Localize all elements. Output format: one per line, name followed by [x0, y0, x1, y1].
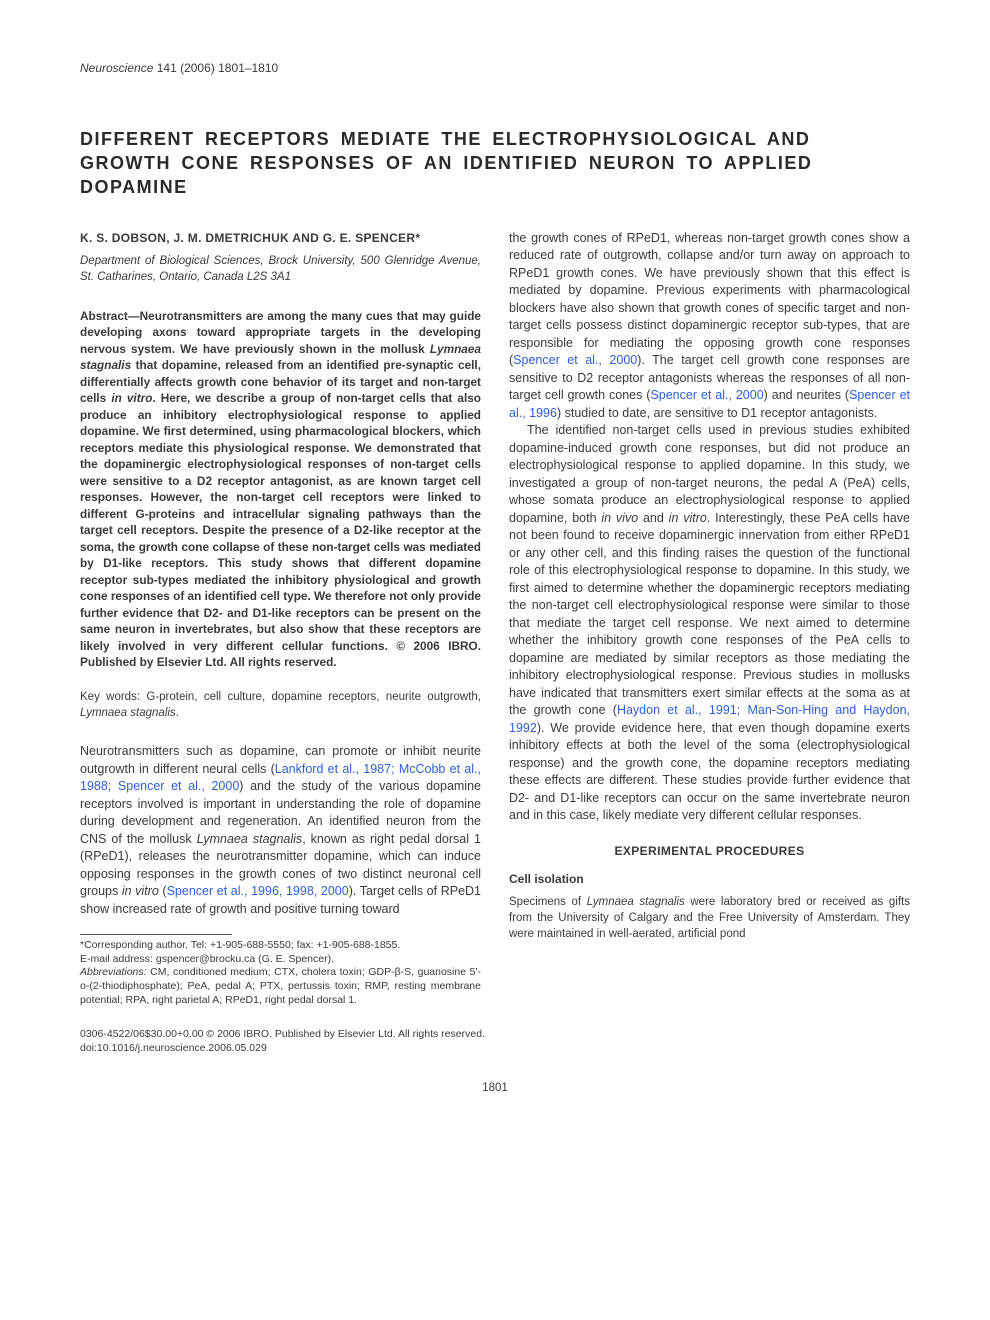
abbr-label: Abbreviations:: [80, 966, 147, 978]
abstract-text-3: . Here, we describe a group of non-targe…: [80, 391, 481, 669]
email: E-mail address: gspencer@brocku.ca (G. E…: [80, 953, 481, 967]
body-text: ) studied to date, are sensitive to D1 r…: [557, 406, 877, 420]
species-name: Lymnaea stagnalis: [197, 832, 303, 846]
body-text: Specimens of: [509, 896, 587, 908]
abbreviations: Abbreviations: CM, conditioned medium; C…: [80, 966, 481, 1007]
body-text: ) and neurites (: [764, 388, 849, 402]
abstract-label: Abstract—: [80, 309, 140, 323]
section-heading-experimental: EXPERIMENTAL PROCEDURES: [509, 843, 910, 860]
subsection-heading-cell-isolation: Cell isolation: [509, 871, 910, 888]
italic-term: in vitro: [669, 511, 707, 525]
copyright-block: 0306-4522/06$30.00+0.00 © 2006 IBRO. Pub…: [80, 1027, 910, 1055]
citation-link[interactable]: Spencer et al., 1996, 1998, 2000: [167, 884, 349, 898]
body-text: The identified non-target cells used in …: [509, 423, 910, 525]
journal-volume-pages: 141 (2006) 1801–1810: [157, 61, 278, 75]
body-text: . Interestingly, these PeA cells have no…: [509, 511, 910, 718]
body-text: and: [638, 511, 669, 525]
corresponding-author: *Corresponding author. Tel: +1-905-688-5…: [80, 939, 481, 953]
body-text: the growth cones of RPeD1, whereas non-t…: [509, 231, 910, 368]
cell-isolation-paragraph: Specimens of Lymnaea stagnalis were labo…: [509, 894, 910, 942]
affiliation: Department of Biological Sciences, Brock…: [80, 254, 481, 285]
intro-paragraph-2: The identified non-target cells used in …: [509, 422, 910, 825]
article-body-columns: K. S. DOBSON, J. M. DMETRICHUK AND G. E.…: [80, 230, 910, 1008]
abstract-invitro: in vitro: [111, 391, 152, 405]
journal-citation: Neuroscience 141 (2006) 1801–1810: [80, 60, 910, 77]
authors: K. S. DOBSON, J. M. DMETRICHUK AND G. E.…: [80, 230, 481, 247]
abstract: Abstract—Neurotransmitters are among the…: [80, 308, 481, 671]
doi-line: doi:10.1016/j.neuroscience.2006.05.029: [80, 1041, 910, 1055]
citation-link[interactable]: Spencer et al., 2000: [513, 353, 637, 367]
keywords-text: G-protein, cell culture, dopamine recept…: [146, 691, 481, 703]
intro-paragraph-1-continued: the growth cones of RPeD1, whereas non-t…: [509, 230, 910, 423]
italic-term: in vivo: [601, 511, 638, 525]
abstract-text-1: Neurotransmitters are among the many cue…: [80, 309, 481, 356]
body-text: (: [159, 884, 167, 898]
copyright-line: 0306-4522/06$30.00+0.00 © 2006 IBRO. Pub…: [80, 1027, 910, 1041]
species-name: Lymnaea stagnalis: [587, 896, 685, 908]
article-title: DIFFERENT RECEPTORS MEDIATE THE ELECTROP…: [80, 127, 910, 200]
body-text: ). We provide evidence here, that even t…: [509, 721, 910, 823]
citation-link[interactable]: Spencer et al., 2000: [650, 388, 763, 402]
intro-paragraph-1: Neurotransmitters such as dopamine, can …: [80, 743, 481, 918]
keywords: Key words: G-protein, cell culture, dopa…: [80, 689, 481, 721]
footnote-rule: [80, 934, 232, 935]
keywords-tail: .: [176, 707, 179, 719]
journal-name: Neuroscience: [80, 61, 153, 75]
keywords-species: Lymnaea stagnalis: [80, 707, 176, 719]
page-number: 1801: [80, 1080, 910, 1096]
keywords-label: Key words:: [80, 691, 146, 703]
footnotes: *Corresponding author. Tel: +1-905-688-5…: [80, 939, 481, 1007]
italic-term: in vitro: [122, 884, 159, 898]
